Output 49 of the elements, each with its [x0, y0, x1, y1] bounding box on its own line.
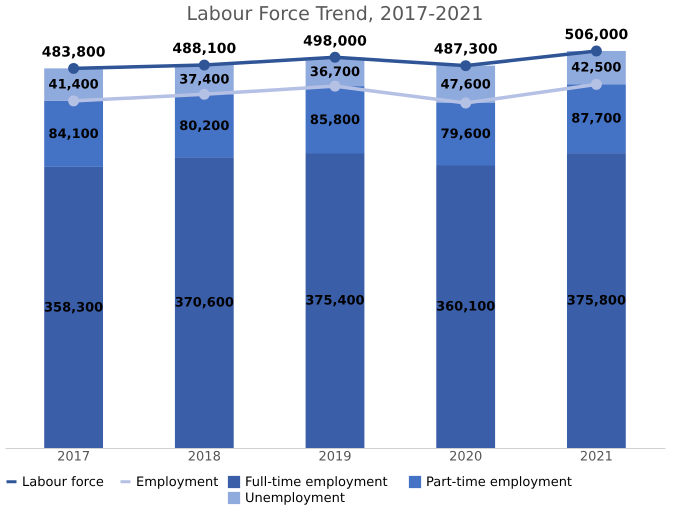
data-label: 375,800: [566, 294, 626, 309]
data-label: 37,400: [179, 72, 230, 88]
legend-label: Full-time employment: [245, 475, 388, 490]
data-label: 360,100: [436, 300, 496, 315]
point: [198, 88, 210, 100]
data-label: 375,400: [305, 294, 365, 309]
bar: [174, 157, 234, 448]
x-tick-label: 2021: [580, 450, 613, 464]
point: [460, 60, 472, 72]
data-label: 87,700: [571, 112, 622, 127]
point: [590, 46, 602, 56]
point: [68, 62, 80, 74]
data-label: 498,000: [303, 33, 368, 50]
point: [460, 98, 472, 108]
point: [330, 52, 340, 63]
bar: [566, 153, 626, 448]
bar: [436, 103, 496, 166]
data-label: 36,700: [310, 64, 360, 80]
x-tick-label: 2020: [449, 450, 482, 464]
data-label: 47,600: [440, 77, 491, 92]
x-tick-label: 2017: [57, 450, 90, 464]
data-label: 487,300: [434, 42, 498, 58]
x-tick-label: 2019: [318, 450, 352, 464]
point: [330, 80, 340, 92]
bar: [44, 166, 104, 448]
legend-label: Part-time employment: [426, 475, 572, 490]
point: [68, 95, 80, 106]
data-label: 42,500: [571, 60, 622, 76]
bar: [44, 100, 104, 167]
text: Labour Force Trend, 2017-2021: [186, 3, 484, 25]
data-label: 80,200: [179, 118, 230, 134]
legend-label: Labour force: [22, 474, 104, 490]
bar: [436, 165, 496, 448]
x-tick-label: 2018: [188, 450, 221, 464]
point: [198, 60, 210, 71]
data-label: 84,100: [48, 126, 99, 142]
data-label: 85,800: [310, 112, 360, 128]
point: [590, 78, 602, 90]
bar: [566, 84, 626, 154]
data-label: 358,300: [44, 300, 104, 316]
data-label: 506,000: [564, 27, 629, 43]
bar: [306, 153, 364, 448]
legend-label: Employment: [136, 474, 218, 490]
data-label: 370,600: [174, 296, 234, 311]
legend-label: Unemployment: [245, 491, 345, 506]
data-label: 41,400: [48, 78, 99, 93]
data-label: 488,100: [172, 41, 236, 58]
data-label: 79,600: [440, 127, 491, 142]
data-label: 483,800: [42, 44, 106, 60]
